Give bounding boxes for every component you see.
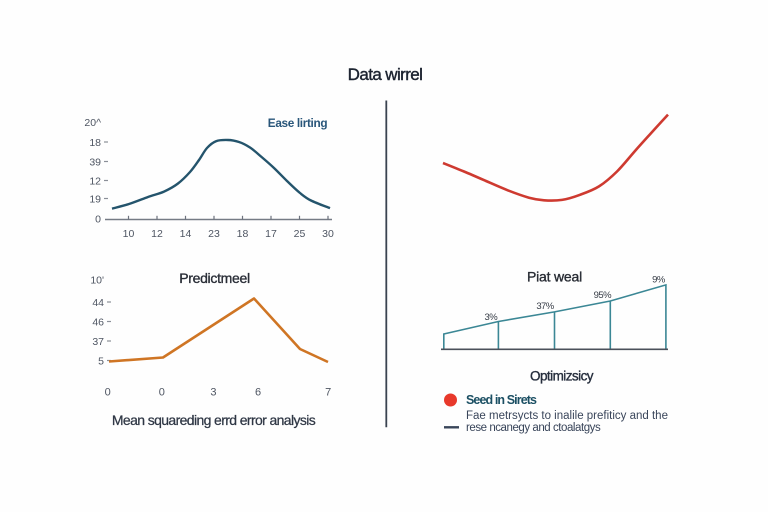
svg-text:Ease lirting: Ease lirting <box>268 116 328 130</box>
svg-text:Data wirrel: Data wirrel <box>348 65 423 84</box>
svg-text:37%: 37% <box>536 301 554 312</box>
svg-text:5: 5 <box>98 356 104 368</box>
svg-text:Mean squareding errd error ana: Mean squareding errd error analysis <box>112 412 316 428</box>
svg-text:12: 12 <box>89 176 101 188</box>
svg-text:rese ncanegy and ctoalatgys: rese ncanegy and ctoalatgys <box>466 422 601 434</box>
svg-text:3: 3 <box>210 387 216 399</box>
svg-text:0: 0 <box>95 214 101 226</box>
svg-text:0: 0 <box>105 387 111 399</box>
svg-text:39: 39 <box>89 157 101 169</box>
svg-text:18: 18 <box>89 137 101 149</box>
svg-text:Piat weal: Piat weal <box>527 269 582 285</box>
svg-text:46: 46 <box>92 317 104 329</box>
svg-text:10: 10 <box>123 228 135 240</box>
svg-text:6: 6 <box>255 387 261 399</box>
svg-text:30: 30 <box>322 228 334 240</box>
svg-text:14: 14 <box>180 228 192 240</box>
svg-text:20^: 20^ <box>84 117 101 129</box>
svg-text:19: 19 <box>89 194 101 206</box>
svg-text:Optimizsicy: Optimizsicy <box>530 369 594 384</box>
svg-text:3%: 3% <box>484 312 498 323</box>
svg-text:9%: 9% <box>652 275 666 286</box>
svg-text:44: 44 <box>92 297 104 309</box>
svg-text:Predictmeel: Predictmeel <box>179 270 250 286</box>
svg-text:18: 18 <box>237 228 249 240</box>
svg-text:Seed in Sirets: Seed in Sirets <box>466 393 537 407</box>
svg-text:Fae metrsycts to inalile prefi: Fae metrsycts to inalile prefiticy and t… <box>466 410 668 422</box>
svg-text:10': 10' <box>90 275 104 287</box>
svg-text:25: 25 <box>294 228 306 240</box>
svg-text:95%: 95% <box>594 290 612 301</box>
svg-text:12: 12 <box>151 228 163 240</box>
svg-text:37: 37 <box>92 336 104 348</box>
svg-text:23: 23 <box>208 228 220 240</box>
svg-text:0: 0 <box>159 387 165 399</box>
svg-text:17: 17 <box>265 228 277 240</box>
svg-text:7: 7 <box>325 387 331 399</box>
